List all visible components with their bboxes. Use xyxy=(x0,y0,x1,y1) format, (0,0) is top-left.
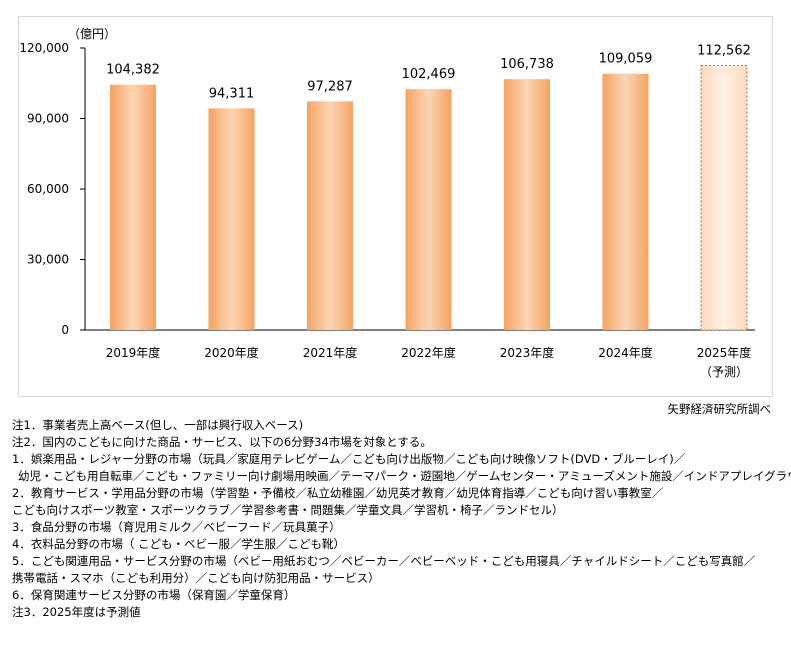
x-tick-label: 2022年度 xyxy=(401,345,456,360)
data-label: 104,382 xyxy=(106,63,160,78)
x-tick-label: 2025年度 xyxy=(697,345,752,360)
y-tick-label: 0 xyxy=(61,323,69,337)
data-label: 109,059 xyxy=(599,52,653,67)
data-label: 94,311 xyxy=(209,86,255,101)
y-tick-label: 90,000 xyxy=(27,112,69,126)
x-tick-label: 2023年度 xyxy=(500,345,555,360)
note-line: 4．衣料品分野の市場（ こども・ベビー服／学生服／こども靴） xyxy=(12,537,345,551)
bar xyxy=(602,73,649,330)
note-line: 携帯電話・スマホ（こども利用分）／こども向け防犯用品・サービス） xyxy=(12,571,380,585)
note-line: 6．保育関連サービス分野の市場（保育園／学童保育） xyxy=(12,588,296,602)
x-tick-sublabel: （予測） xyxy=(700,365,748,379)
bar-chart: （億円） 0 30,000 60,000 90,000 120,000 104,382 20… xyxy=(19,27,755,379)
bar xyxy=(208,108,255,331)
data-label: 112,562 xyxy=(697,43,751,58)
y-axis-unit-label: （億円） xyxy=(68,27,116,41)
y-tick-label: 30,000 xyxy=(27,253,69,267)
x-tick-label: 2019年度 xyxy=(106,345,161,360)
note-line: 注1．事業者売上高ベース(但し、一部は興行収入ベース) xyxy=(12,418,304,432)
x-tick-label: 2024年度 xyxy=(598,345,653,360)
data-label: 102,469 xyxy=(402,67,456,82)
bar xyxy=(307,101,353,330)
notes: 注1．事業者売上高ベース(但し、一部は興行収入ベース) 注2．国内のこどもに向けた… xyxy=(12,417,791,621)
note-line: 2．教育サービス・学用品分野の市場（学習塾・予備校／私立幼稚園／幼児英才教育／幼… xyxy=(12,486,664,500)
bar xyxy=(504,79,550,330)
forecast-bar xyxy=(700,64,748,331)
note-line: 注3．2025年度は予測値 xyxy=(12,605,141,619)
x-tick-label: 2021年度 xyxy=(303,345,358,360)
note-line: 幼児・こども用自転車／こども・ファミリー向け劇場用映画／テーマパーク・遊園地／ゲ… xyxy=(18,469,791,483)
y-tick-label: 120,000 xyxy=(19,41,69,55)
y-tick-label: 60,000 xyxy=(27,182,69,196)
bar xyxy=(405,89,452,331)
bar xyxy=(110,84,156,330)
source-credit: 矢野経済研究所調べ xyxy=(667,402,772,416)
note-line: こども向けスポーツ教室・スポーツクラブ／学習参考書・問題集／学童文具／学習机・椅… xyxy=(12,503,564,517)
note-line: 1．娯楽用品・レジャー分野の市場（玩具／家庭用テレビゲーム／こども向け出版物／こ… xyxy=(12,452,686,466)
note-line: 注2．国内のこどもに向けた商品・サービス、以下の6分野34市場を対象とする。 xyxy=(12,435,432,449)
chart-frame xyxy=(18,16,773,397)
note-line: 3．食品分野の市場（育児用ミルク／ベビーフード／玩具菓子） xyxy=(12,520,341,534)
data-label: 97,287 xyxy=(307,79,353,94)
note-line: 5．こども関連用品・サービス分野の市場（ベビー用紙おむつ／ベビーカー／ベビーベッ… xyxy=(12,554,756,568)
data-label: 106,738 xyxy=(500,57,554,72)
x-tick-label: 2020年度 xyxy=(204,345,259,360)
